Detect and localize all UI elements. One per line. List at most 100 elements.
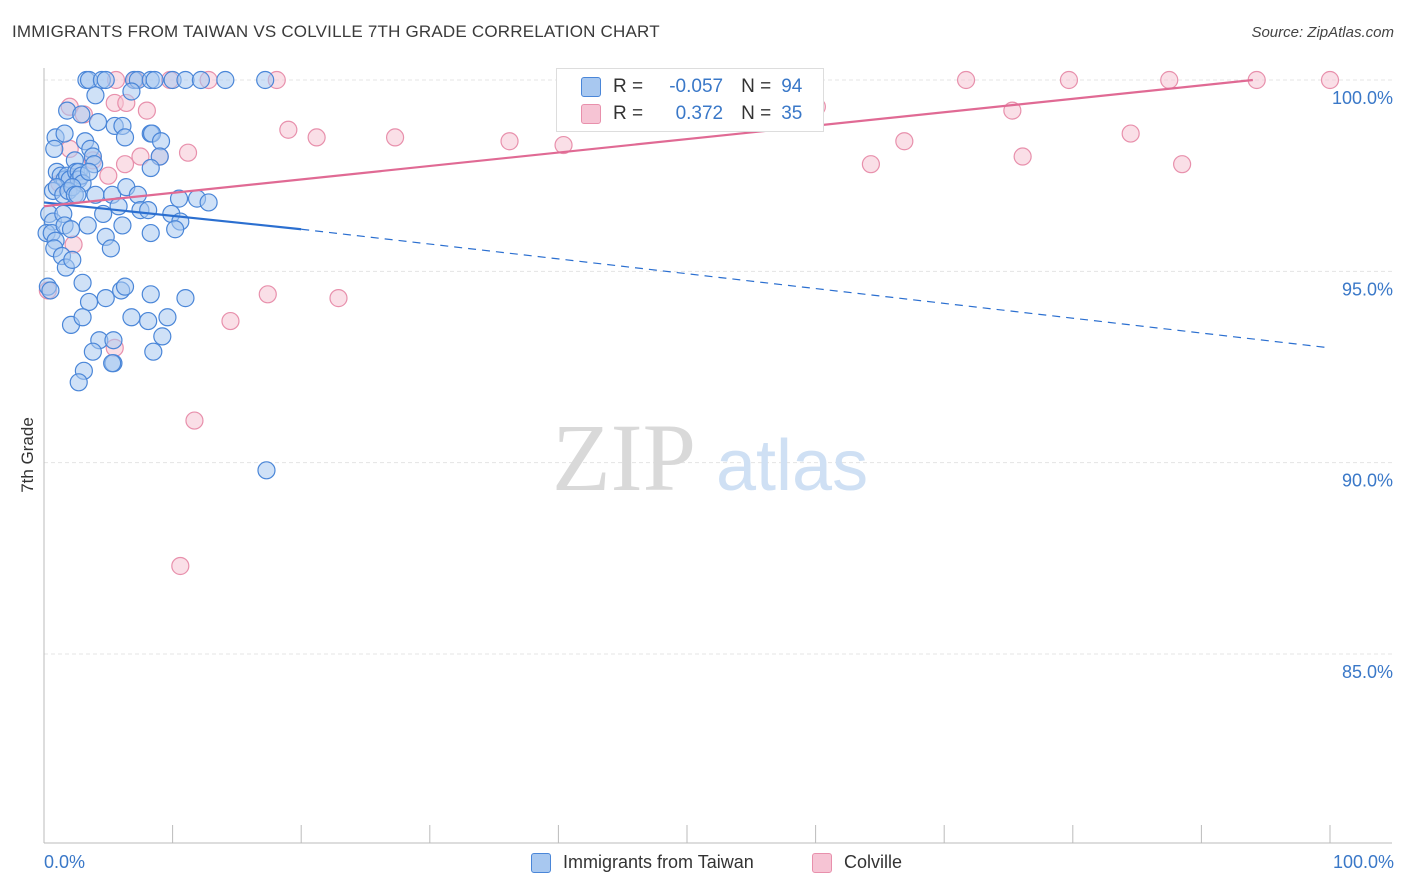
colville-point bbox=[178, 143, 198, 162]
taiwan-trend-line-extension bbox=[301, 228, 1331, 349]
taiwan-point bbox=[216, 70, 235, 90]
taiwan-point bbox=[141, 285, 160, 304]
taiwan-point bbox=[63, 250, 82, 269]
legend-r-value: -0.057 bbox=[669, 76, 724, 97]
taiwan-point bbox=[41, 281, 60, 300]
y-tick-label: 85.0% bbox=[1342, 662, 1393, 682]
taiwan-point bbox=[78, 216, 97, 235]
taiwan-point bbox=[96, 289, 115, 308]
y-tick-label: 100.0% bbox=[1332, 88, 1393, 108]
colville-point bbox=[1173, 155, 1192, 174]
watermark-atlas: atlas bbox=[716, 426, 868, 506]
taiwan-point bbox=[199, 193, 218, 212]
bottom-legend-label-taiwan: Immigrants from Taiwan bbox=[563, 852, 754, 872]
colville-point bbox=[258, 285, 277, 304]
taiwan-point bbox=[139, 201, 158, 220]
colville-point bbox=[329, 289, 348, 308]
colville-point bbox=[385, 128, 405, 147]
taiwan-point bbox=[83, 342, 102, 361]
taiwan-point bbox=[69, 373, 88, 392]
taiwan-point bbox=[104, 331, 123, 350]
taiwan-point bbox=[115, 277, 135, 296]
legend-row-taiwan: R = -0.057 N = 94 bbox=[557, 74, 802, 100]
taiwan-point bbox=[122, 82, 141, 101]
taiwan-point bbox=[176, 70, 195, 90]
chart-title: IMMIGRANTS FROM TAIWAN VS COLVILLE 7TH G… bbox=[12, 22, 660, 41]
taiwan-point bbox=[72, 105, 91, 124]
taiwan-point bbox=[158, 308, 177, 327]
y-tick-label: 90.0% bbox=[1342, 471, 1393, 491]
taiwan-point bbox=[113, 216, 132, 235]
taiwan-point bbox=[145, 70, 164, 90]
taiwan-point bbox=[45, 139, 64, 158]
bottom-legend-label-colville: Colville bbox=[844, 852, 903, 872]
taiwan-point bbox=[144, 342, 163, 361]
colville-point bbox=[1320, 70, 1340, 90]
y-tick-label: 95.0% bbox=[1342, 279, 1393, 299]
legend-r-label: R = bbox=[613, 103, 644, 124]
colville-point bbox=[131, 147, 150, 166]
colville-point bbox=[171, 556, 190, 576]
bottom-legend-swatch-taiwan bbox=[531, 852, 551, 873]
colville-point bbox=[221, 311, 240, 331]
taiwan-point bbox=[61, 220, 81, 239]
taiwan-point bbox=[115, 128, 135, 147]
taiwan-trend-line bbox=[43, 201, 302, 231]
taiwan-point bbox=[96, 70, 115, 90]
trend-lines bbox=[43, 78, 1331, 349]
legend-r-value: 0.372 bbox=[675, 103, 724, 124]
bottom-legend-swatch-colville bbox=[812, 852, 832, 873]
taiwan-point bbox=[79, 292, 99, 312]
legend-n-value: 94 bbox=[781, 76, 803, 97]
stats-legend: R = -0.057 N = 94 R = 0.372 N = 35 bbox=[556, 68, 824, 132]
taiwan-point bbox=[166, 220, 185, 239]
colville-point bbox=[1121, 124, 1140, 143]
colville-point bbox=[115, 155, 135, 174]
watermark-zip: ZIP bbox=[552, 404, 696, 511]
x-tick-label-min: 0.0% bbox=[44, 852, 86, 872]
taiwan-point bbox=[176, 289, 195, 308]
legend-swatch-taiwan bbox=[581, 77, 601, 97]
taiwan-point bbox=[103, 354, 122, 373]
x-tick-label-max: 100.0% bbox=[1332, 852, 1394, 872]
taiwan-point bbox=[141, 158, 160, 178]
colville-point bbox=[1059, 70, 1079, 90]
legend-n-value: 35 bbox=[781, 103, 803, 124]
watermark: ZIP atlas bbox=[552, 404, 868, 511]
taiwan-point bbox=[153, 327, 172, 346]
colville-point bbox=[279, 120, 298, 139]
colville-point bbox=[185, 411, 204, 430]
legend-n-label: N = bbox=[741, 103, 772, 124]
colville-point bbox=[956, 70, 976, 90]
bottom-legend-colville: Colville bbox=[812, 852, 902, 873]
y-tick-labels: 100.0% 95.0% 90.0% 85.0% bbox=[1332, 88, 1393, 682]
colville-point bbox=[554, 135, 573, 155]
taiwan-point bbox=[86, 86, 105, 105]
taiwan-point bbox=[73, 308, 92, 327]
legend-r-label: R = bbox=[613, 76, 644, 97]
taiwan-point bbox=[122, 308, 141, 327]
axes-layer bbox=[43, 68, 1392, 844]
source-label: Source: ZipAtlas.com bbox=[1251, 24, 1394, 41]
taiwan-point bbox=[141, 223, 160, 243]
colville-point bbox=[861, 155, 880, 174]
taiwan-point bbox=[101, 239, 120, 258]
taiwan-point bbox=[79, 162, 99, 181]
colville-point bbox=[895, 132, 914, 151]
colville-point bbox=[1013, 147, 1032, 166]
colville-point bbox=[307, 128, 326, 147]
taiwan-point bbox=[169, 189, 189, 208]
colville-point bbox=[137, 101, 156, 120]
taiwan-point bbox=[191, 70, 210, 90]
colville-trend-line bbox=[43, 78, 1253, 208]
legend-row-colville: R = 0.372 N = 35 bbox=[557, 101, 802, 127]
colville-point bbox=[1160, 70, 1179, 90]
taiwan-point bbox=[109, 197, 128, 216]
colville-point bbox=[99, 166, 118, 185]
taiwan-point bbox=[257, 461, 276, 480]
taiwan-point bbox=[68, 185, 87, 204]
taiwan-point bbox=[151, 132, 171, 151]
legend-swatch-colville bbox=[581, 104, 601, 124]
taiwan-point bbox=[73, 273, 92, 292]
